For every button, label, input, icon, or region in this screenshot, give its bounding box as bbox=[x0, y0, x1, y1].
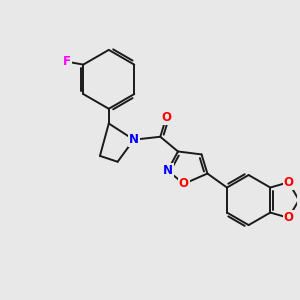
Text: N: N bbox=[163, 164, 173, 177]
Text: O: O bbox=[284, 176, 294, 189]
Text: O: O bbox=[284, 212, 294, 224]
Text: N: N bbox=[129, 133, 139, 146]
Text: O: O bbox=[161, 111, 171, 124]
Text: O: O bbox=[179, 177, 189, 190]
Text: F: F bbox=[63, 55, 71, 68]
